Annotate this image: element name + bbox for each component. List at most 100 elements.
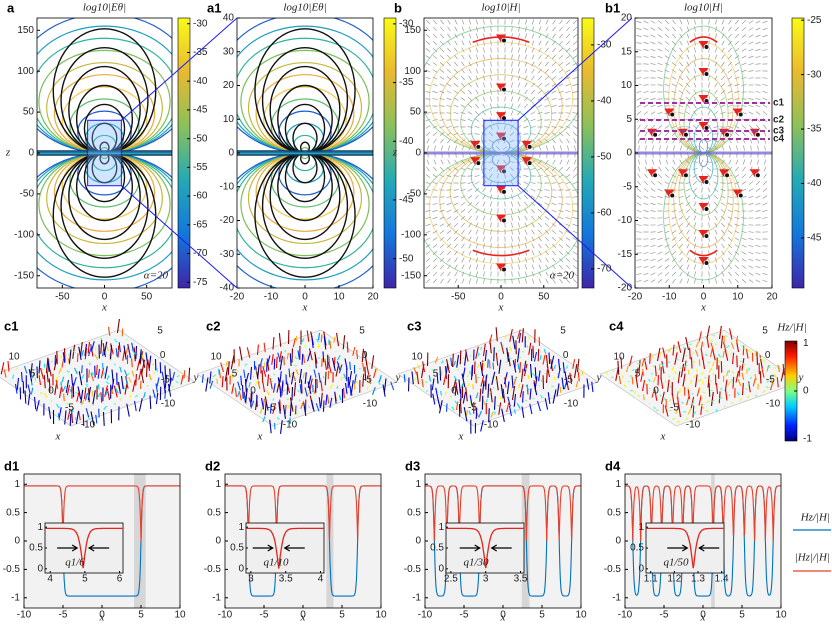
spin-arrow	[133, 400, 137, 411]
spin-arrow	[348, 370, 353, 385]
spin-arrow	[322, 400, 325, 412]
field-arrow	[678, 68, 684, 74]
spin-arrow	[188, 367, 191, 382]
field-arrow	[762, 104, 768, 108]
colorbar-tick-label: -40	[807, 178, 822, 189]
field-arrow	[685, 181, 691, 185]
field-arrow	[679, 33, 683, 39]
spin-arrow	[473, 361, 476, 375]
spin-arrow	[237, 390, 241, 397]
field-arrow	[748, 34, 754, 38]
width-arrow	[252, 544, 274, 552]
field-arrow	[748, 258, 754, 262]
field-arrow	[664, 83, 670, 87]
field-arrow	[523, 174, 529, 178]
spin-arrow	[100, 392, 103, 403]
field-arrow	[510, 96, 514, 102]
spin-arrow	[97, 384, 100, 390]
field-arrow	[714, 222, 718, 228]
field-arrow	[468, 26, 472, 32]
field-arrow	[511, 229, 513, 235]
field-arrow	[572, 196, 578, 198]
field-arrow	[636, 266, 642, 268]
field-arrow	[708, 75, 710, 81]
field-arrow	[637, 131, 641, 137]
field-arrow	[530, 208, 536, 214]
field-arrow	[524, 145, 528, 151]
field-arrow	[518, 278, 520, 284]
field-arrow	[693, 54, 697, 60]
field-arrow	[671, 47, 677, 53]
field-arrow	[720, 195, 726, 199]
field-arrow	[679, 61, 683, 67]
field-arrow	[447, 159, 451, 165]
spin-arrow	[367, 375, 372, 385]
spin-arrow	[61, 376, 65, 383]
spin-arrow	[687, 369, 690, 375]
field-arrow	[643, 97, 649, 101]
field-arrow	[727, 230, 733, 234]
spin-arrow	[664, 397, 667, 402]
spin-arrow	[259, 407, 263, 414]
field-arrow	[497, 180, 499, 186]
field-arrow	[762, 27, 768, 31]
colorbar	[581, 17, 595, 289]
spin-arrow	[122, 385, 125, 390]
spin-arrow	[773, 367, 776, 369]
field-arrow	[538, 33, 542, 39]
spin-arrow	[531, 372, 536, 377]
field-arrow	[509, 167, 515, 171]
spin-arrow	[480, 375, 485, 387]
field-arrow	[439, 119, 445, 121]
spin-arrow	[730, 342, 735, 349]
field-arrow	[692, 180, 698, 186]
spin-arrow	[304, 372, 307, 384]
field-arrow	[572, 48, 578, 52]
field-arrow	[531, 82, 535, 88]
field-arrow	[741, 251, 747, 255]
spin-arrow	[510, 386, 513, 391]
field-arrow	[762, 42, 768, 44]
field-arrow	[741, 34, 747, 38]
field-arrow	[544, 75, 550, 81]
spin-arrow	[480, 420, 484, 432]
field-arrow	[537, 132, 543, 136]
field-arrow	[708, 264, 710, 270]
spin-arrow	[110, 386, 114, 395]
vortex-dot	[724, 131, 730, 138]
spin-arrow	[342, 335, 346, 350]
spin-arrow	[3, 369, 7, 378]
spin-arrow	[123, 369, 128, 377]
spin-arrow	[307, 375, 312, 388]
field-arrow	[537, 167, 543, 171]
field-arrow	[749, 131, 753, 137]
spin-arrow	[460, 382, 465, 389]
annotation: α=20	[144, 270, 169, 282]
spin-arrow	[218, 369, 222, 379]
field-arrow	[727, 167, 733, 171]
spin-arrow	[495, 327, 498, 342]
spin-arrow	[565, 365, 569, 369]
field-arrow	[664, 48, 670, 52]
field-arrow	[425, 55, 431, 59]
spin-arrow	[60, 382, 63, 388]
field-arrow	[432, 251, 438, 255]
field-arrow	[565, 216, 571, 220]
spin-arrow	[284, 404, 287, 415]
spin-arrow	[680, 363, 685, 378]
field-arrow	[685, 208, 691, 214]
field-arrow	[734, 237, 740, 241]
spin-arrow	[737, 391, 740, 396]
spin-arrow	[463, 407, 468, 422]
field-arrow	[565, 125, 571, 129]
field-arrow	[558, 181, 564, 185]
field-arrow	[489, 201, 493, 207]
field-arrow	[657, 41, 663, 45]
spin-arrow	[249, 366, 253, 380]
field-arrow	[439, 76, 445, 80]
field-arrow	[750, 145, 752, 151]
field-arrow	[721, 257, 725, 263]
field-arrow	[735, 159, 739, 165]
red-arc	[689, 249, 718, 257]
spin-arrow	[690, 357, 693, 369]
